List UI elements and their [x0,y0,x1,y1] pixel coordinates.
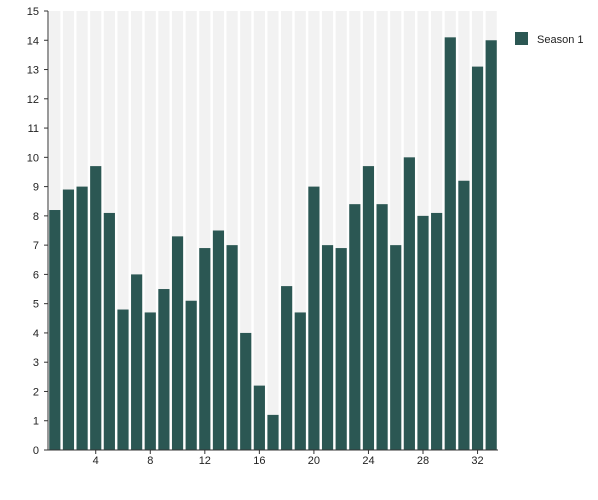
bar [131,274,143,450]
column-band [131,11,143,450]
bar [103,212,115,450]
y-tick-label: 6 [33,269,39,281]
column-band [226,11,238,450]
x-tick-label: 20 [308,455,320,467]
bar [49,210,61,450]
y-tick-label: 10 [27,152,39,164]
y-tick-label: 12 [27,94,39,106]
x-tick-label: 32 [471,455,483,467]
bars [49,37,497,451]
column-band [117,11,129,450]
x-tick-label: 4 [93,455,99,467]
bar [267,414,279,450]
y-tick-label: 7 [33,240,39,252]
bar [390,245,402,450]
y-tick-label: 14 [27,35,39,47]
bar [471,66,484,451]
x-tick-label: 28 [417,455,429,467]
bar [158,289,170,450]
bar [144,312,156,450]
bar [171,236,184,450]
bar [253,385,265,450]
y-tick-label: 0 [33,445,39,457]
bar [212,230,225,450]
column-band [321,11,334,450]
bar [376,204,388,450]
bar [403,157,415,451]
bar [458,180,470,450]
column-band [267,11,279,450]
bar [226,245,238,450]
bar [294,312,306,450]
column-band [144,11,156,450]
column-band [171,11,184,450]
bar [281,286,293,450]
bar [444,37,456,451]
bar [308,186,320,450]
y-tick-label: 8 [33,211,39,223]
x-tick-label: 12 [199,455,211,467]
y-tick-label: 15 [27,6,39,18]
y-tick-label: 9 [33,182,39,194]
y-tick-label: 5 [33,299,39,311]
x-axis: 4 8 12 16 20 24 28 32 [48,449,498,467]
bar [349,204,361,450]
bar [240,332,252,450]
x-tick-label: 16 [253,455,265,467]
bar [76,186,88,450]
bar [417,215,429,450]
bar [199,248,211,450]
column-band [335,11,347,450]
bar [117,309,129,450]
bar [335,248,347,450]
column-band [199,11,211,450]
legend-swatch [515,32,528,45]
x-tick-label: 8 [147,455,153,467]
column-band [253,11,265,450]
column-band [185,11,197,450]
bar [62,189,75,450]
x-tick-label: 24 [362,455,374,467]
bar [90,166,102,450]
column-band [281,11,293,450]
bar [431,212,443,450]
column-band [294,11,306,450]
y-tick-label: 11 [28,123,39,135]
y-tick-label: 13 [27,65,39,77]
legend-label: Season 1 [537,34,583,46]
bar [485,40,497,451]
bar [321,245,334,450]
column-bands [49,11,497,450]
bar [185,300,197,450]
column-band [390,11,402,450]
y-tick-label: 1 [33,416,39,428]
column-band [240,11,252,450]
y-tick-label: 4 [33,328,39,340]
y-tick-label: 3 [33,357,39,369]
column-band [158,11,170,450]
y-tick-label: 2 [33,386,39,398]
legend: Season 1 [515,32,583,46]
bar [362,166,375,450]
